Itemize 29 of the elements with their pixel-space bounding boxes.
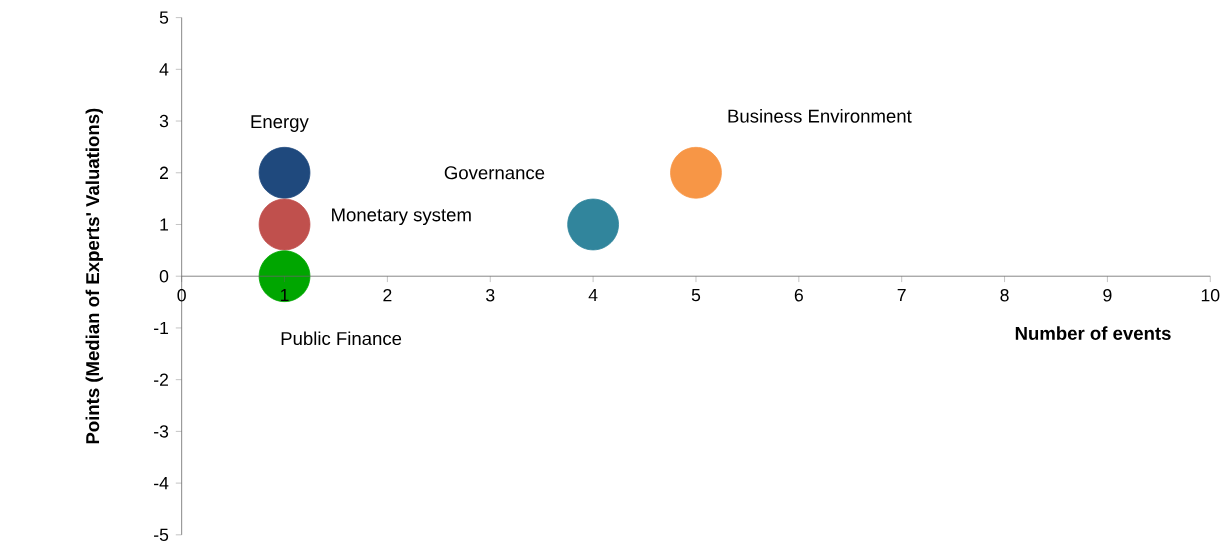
- y-tick-label: 5: [159, 11, 169, 24]
- text: Business Environment: [728, 109, 912, 123]
- y-tick-label: 4: [159, 63, 169, 76]
- x-tick-label: 5: [691, 289, 701, 302]
- x-tick-label: 4: [588, 289, 598, 302]
- x-tick-label: 9: [1103, 289, 1112, 302]
- series-label: Public Finance: [281, 331, 402, 346]
- y-tick-label: 1: [160, 218, 169, 231]
- y-tick-label: 3: [159, 114, 169, 128]
- y-tick-label: -4: [154, 477, 169, 490]
- x-tick-label: 0: [177, 289, 186, 302]
- y-tick-label: -5: [154, 528, 169, 542]
- x-tick-label: 6: [794, 289, 803, 302]
- x-tick-label: 10: [1201, 289, 1220, 302]
- y-tick-label: -1: [154, 322, 169, 335]
- x-tick-label: 3: [486, 289, 495, 302]
- legend-label: Monetary system: [332, 208, 471, 226]
- y-tick-label: 0: [159, 270, 169, 283]
- x-tick-label: 8: [1000, 289, 1009, 302]
- x-tick-label: 7: [897, 289, 906, 302]
- y-tick-label: -2: [154, 373, 168, 386]
- y-tick-label: 2: [159, 166, 168, 180]
- x-axis-title: Number of events: [1015, 326, 1171, 341]
- text: Governance: [444, 166, 545, 180]
- x-tick-label: 2: [383, 289, 392, 302]
- series-label: Energy: [251, 115, 309, 133]
- x-tick-label: 1: [280, 289, 289, 302]
- y-axis-title: Points (Median of Experts' Valuations): [85, 108, 103, 444]
- y-tick-label: -3: [154, 425, 169, 438]
